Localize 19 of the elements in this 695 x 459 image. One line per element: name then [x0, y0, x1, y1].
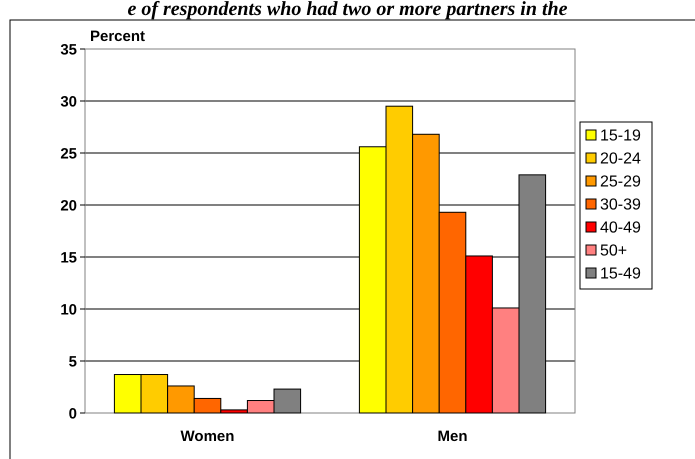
y-tick-label: 0: [68, 405, 77, 422]
legend-label: 30-39: [600, 196, 642, 214]
legend-label: 15-49: [600, 266, 642, 283]
legend-label: 40-49: [600, 220, 642, 237]
chart-title: e of respondents who had two or more partners in the: [127, 0, 568, 20]
legend-label: 25-29: [600, 174, 642, 191]
y-tick-label: 15: [60, 249, 77, 266]
y-tick-label: 20: [60, 197, 77, 214]
y-tick-label: 25: [60, 145, 77, 162]
y-tick-label: 30: [60, 93, 77, 110]
x-tick-label: Women: [180, 428, 234, 445]
y-tick-label: 5: [68, 353, 77, 370]
legend-label: 50+: [600, 242, 628, 260]
y-axis-title: Percent: [90, 28, 146, 45]
legend-label: 20-24: [600, 150, 642, 168]
x-tick-label: Men: [438, 428, 468, 445]
legend-label: 15-19: [600, 128, 642, 145]
y-tick-label: 35: [60, 41, 77, 58]
y-tick-label: 10: [60, 301, 77, 318]
